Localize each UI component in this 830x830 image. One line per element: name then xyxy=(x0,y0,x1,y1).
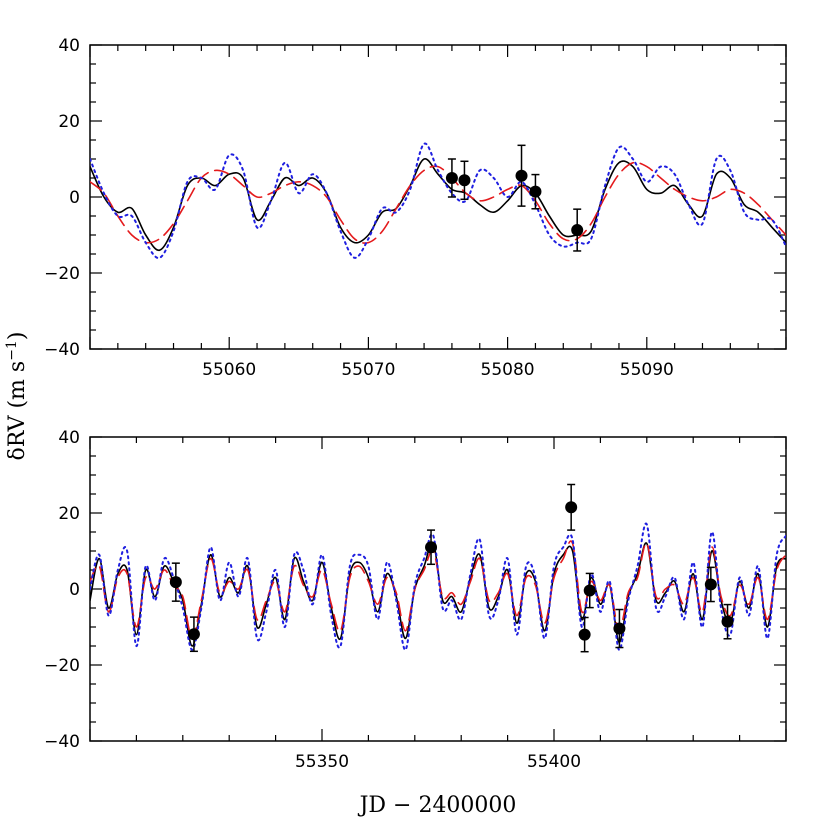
y-tick-label: 20 xyxy=(58,112,80,132)
y-tick-label: −20 xyxy=(44,656,80,676)
x-tick-label: 55060 xyxy=(202,360,256,380)
y-tick-label: 0 xyxy=(69,188,80,208)
y-tick-label: 0 xyxy=(69,580,80,600)
model-curve-dashed xyxy=(90,161,786,244)
model-curve-dotted xyxy=(90,142,786,259)
data-point xyxy=(583,584,596,597)
data-point xyxy=(704,578,717,591)
x-tick-label: 55070 xyxy=(341,360,395,380)
bottom-panel: −40 −20 0 20 40 55350 55400 xyxy=(44,428,787,772)
data-point xyxy=(721,615,734,628)
x-axis-label: JD − 2400000 xyxy=(358,793,517,818)
data-point xyxy=(578,628,591,641)
x-tick-label: 55400 xyxy=(527,752,581,772)
top-panel: −40 −20 0 20 40 55060 55070 55080 55090 xyxy=(44,36,787,380)
data-point xyxy=(571,224,584,237)
data-point xyxy=(425,541,438,554)
data-point xyxy=(613,622,626,635)
y-tick-label: 40 xyxy=(58,36,80,56)
y-tick-label: 20 xyxy=(58,504,80,524)
y-tick-label: −40 xyxy=(44,732,80,752)
data-point xyxy=(187,628,200,641)
data-point xyxy=(529,185,542,198)
data-point xyxy=(169,576,182,589)
data-point xyxy=(515,169,528,182)
data-point xyxy=(445,172,458,184)
x-tick-label: 55080 xyxy=(481,360,535,380)
plot-frame xyxy=(89,436,787,742)
data-point xyxy=(565,501,578,514)
y-tick-label: −40 xyxy=(44,340,80,360)
y-axis-label: δRV (m s−1) xyxy=(4,332,30,461)
plot-frame xyxy=(89,44,787,350)
model-curve-dotted xyxy=(90,522,786,651)
y-tick-label: −20 xyxy=(44,264,80,284)
y-tick-label: 40 xyxy=(58,428,80,448)
x-tick-label: 55090 xyxy=(620,360,674,380)
x-tick-label: 55350 xyxy=(295,752,349,772)
data-point xyxy=(458,174,471,187)
model-curve-solid xyxy=(90,158,786,252)
